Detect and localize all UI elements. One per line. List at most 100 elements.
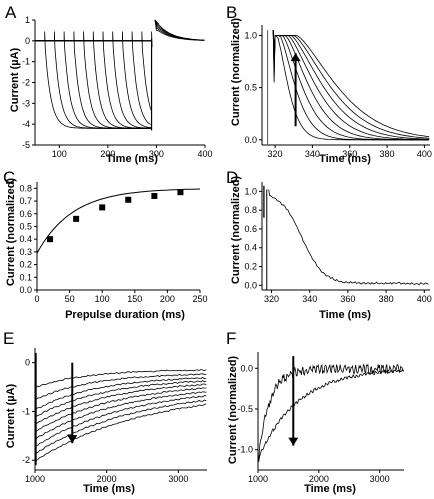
panel-f-trace-fast [258, 363, 404, 462]
panel-b-ytick-label-0: 1.0 [244, 30, 257, 40]
panel-f-xtick-label-2: 3000 [370, 474, 390, 484]
panel-f-ytick-label-0: 0.0 [240, 363, 253, 373]
panel-d-ytick-label-2: 0.6 [244, 224, 257, 234]
panel-a-ytick-label-5: -4 [22, 119, 30, 129]
panel-a-ytick-label-0: 1 [25, 15, 30, 25]
panel-c-ytick-label-0: 0.8 [19, 183, 32, 193]
panel-label-b: B [226, 3, 237, 22]
panel-e-trace-5 [36, 387, 207, 432]
panel-e-trace-3 [36, 379, 207, 417]
panel-a-trace-10 [36, 31, 152, 112]
panel-c-ytick-label-7: 0.1 [19, 272, 32, 282]
panel-c-xlabel: Prepulse duration (ms) [65, 309, 185, 321]
panel-c-plot: 0 50 100 150 200 250 0.8 0.7 0.6 0.5 0.4 0.3 0.2 0.1 0… [19, 182, 208, 304]
panel-b-trace-4 [272, 30, 430, 140]
panel-d-xtick-label-3: 380 [379, 294, 394, 304]
panel-f-trace-slow [258, 369, 404, 462]
panel-a-ylabel: Current (µA) [9, 47, 21, 112]
panel-c-xtick-label-5: 250 [192, 294, 207, 304]
panel-d-ytick-label-5: 0.0 [244, 280, 257, 290]
panel-f-xtick-label-0: 1000 [248, 474, 268, 484]
panel-a-tail-4 [154, 19, 205, 41]
panel-e-xlabel: Time (ms) [83, 483, 135, 495]
panel-e-plot: 1000 2000 3000 0 -1 -2 [22, 348, 207, 484]
panel-c-xtick-label-4: 200 [160, 294, 175, 304]
panel-a-trace-0 [36, 31, 151, 129]
panel-d-xtick-label-1: 340 [302, 294, 317, 304]
panel-a-trace-6 [36, 31, 151, 129]
panel-d-xtick-label-4: 400 [417, 294, 432, 304]
panel-b-trace-6 [272, 30, 430, 139]
panel-f-ylabel: Current (normalized) [227, 356, 239, 465]
panel-a-trace-3 [36, 31, 151, 129]
panel-a-xtick-label-1: 200 [100, 149, 115, 159]
panel-a-xtick-label-0: 100 [52, 149, 67, 159]
panel-label-a: A [5, 3, 17, 22]
panel-d-xtick-label-0: 320 [264, 294, 279, 304]
panel-c-point-0 [47, 236, 54, 243]
panel-a-ytick-label-6: -5 [22, 140, 30, 150]
panel-d-trace [268, 189, 429, 285]
panel-c-xtick-label-1: 50 [65, 294, 75, 304]
panel-b-ytick-label-2: 0.0 [244, 135, 257, 145]
panel-e-xtick-label-0: 1000 [25, 474, 45, 484]
panel-c-ylabel: Current (normalized) [5, 178, 17, 287]
panel-e-arrow-head [67, 435, 78, 444]
panel-c-point-2 [99, 204, 106, 211]
panel-a-plot: 100 200 300 400 1 0 -1 -2 -3 -4 -5 [22, 15, 213, 159]
panel-e-trace-0 [36, 369, 207, 388]
panel-a-ytick-label-3: -2 [22, 78, 30, 88]
panel-f-plot: 1000 2000 3000 0.0 -0.5 -1.0 [237, 352, 404, 484]
panel-e-trace-9 [36, 403, 207, 461]
panel-c-ytick-label-5: 0.3 [19, 247, 32, 257]
panel-a-xlabel: Time (ms) [106, 153, 158, 165]
panel-c-ytick-label-1: 0.7 [19, 196, 32, 206]
panel-d-ytick-label-4: 0.2 [244, 262, 257, 272]
panel-b-xtick-label-4: 400 [417, 149, 432, 159]
panel-c-point-4 [151, 192, 158, 199]
panel-a-xtick-label-3: 400 [197, 149, 212, 159]
panel-b-trace-5 [272, 30, 430, 140]
panel-c-ytick-label-3: 0.5 [19, 221, 32, 231]
panel-c-point-3 [125, 196, 132, 203]
panel-a-ytick-label-4: -3 [22, 98, 30, 108]
panel-d-plot: 320 340 360 380 400 1.0 0.8 0.6 0.4 0.2 0.0 [244, 182, 432, 304]
panel-d-ytick-label-0: 1.0 [244, 186, 257, 196]
panel-e-trace-1 [36, 373, 207, 400]
panel-e-ytick-label-1: -1 [22, 406, 30, 416]
panel-e-ytick-label-2: -2 [22, 455, 30, 465]
panel-label-c: C [3, 168, 15, 187]
panel-b-ytick-label-1: 0.5 [244, 83, 257, 93]
panel-b-xtick-label-0: 320 [268, 149, 283, 159]
panel-c-fit-curve [36, 188, 201, 254]
panel-f-xtick-label-1: 2000 [309, 474, 329, 484]
panel-c-point-5 [177, 189, 184, 196]
panel-c-xtick-label-2: 100 [95, 294, 110, 304]
panel-e-ylabel: Current (µA) [5, 383, 17, 448]
panel-a-trace-7 [36, 31, 152, 129]
panel-e-trace-4 [36, 383, 207, 424]
panel-a-trace-9 [36, 31, 151, 125]
panel-e-xtick-label-2: 3000 [168, 474, 188, 484]
panel-c-ytick-label-2: 0.6 [19, 209, 32, 219]
panel-e-ytick-label-0: 0 [25, 358, 30, 368]
panel-c-ytick-label-8: 0.0 [19, 285, 32, 295]
panel-f-ytick-label-2: -1.0 [237, 445, 253, 455]
panel-d-xtick-label-2: 360 [340, 294, 355, 304]
panel-b-ylabel: Current (normalized) [230, 18, 242, 127]
panel-c-xtick-label-0: 0 [34, 294, 39, 304]
panel-b-xtick-label-1: 340 [305, 149, 320, 159]
panel-d-xlabel: Time (ms) [319, 309, 371, 321]
panel-a-xtick-label-2: 300 [149, 149, 164, 159]
panel-c-ytick-label-6: 0.2 [19, 260, 32, 270]
panel-c-point-1 [73, 215, 80, 222]
panel-b-trace-7 [272, 30, 430, 137]
panel-b-xtick-label-3: 380 [380, 149, 395, 159]
panel-d-ytick-label-3: 0.4 [244, 243, 257, 253]
panel-f-xlabel: Time (ms) [304, 483, 356, 495]
panel-f-ytick-label-1: -0.5 [237, 404, 253, 414]
panel-label-d: D [226, 168, 238, 187]
panel-a-trace-5 [36, 31, 152, 129]
panel-b-xtick-label-2: 360 [342, 149, 357, 159]
